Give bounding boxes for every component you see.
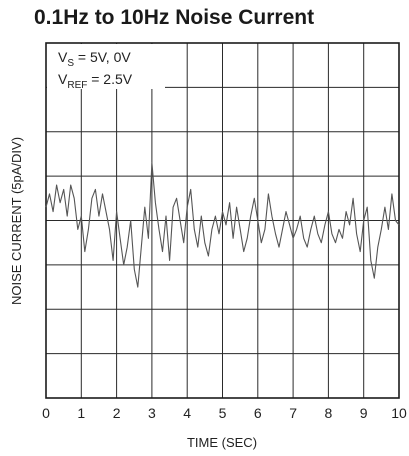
x-tick-label: 1 [77, 405, 85, 421]
annotation-value: = 2.5V [87, 71, 132, 87]
annotation-value: = 5V, 0V [74, 49, 131, 65]
x-tick-label: 8 [325, 405, 333, 421]
x-tick-label: 10 [391, 405, 407, 421]
series-layer [45, 162, 400, 288]
x-axis-label: TIME (SEC) [187, 435, 257, 450]
x-tick-label: 0 [42, 405, 50, 421]
annotation-background [47, 44, 165, 89]
x-tick-label: 6 [254, 405, 262, 421]
chart-title: 0.1Hz to 10Hz Noise Current [34, 6, 315, 29]
x-tick-label: 5 [219, 405, 227, 421]
x-tick-label: 3 [148, 405, 156, 421]
annotation-subscript: REF [67, 80, 87, 91]
noise-current-trace [45, 162, 400, 288]
x-tick-label: 2 [113, 405, 121, 421]
x-tick-label: 9 [360, 405, 368, 421]
annotation-label: VS = 5V, 0V [58, 49, 131, 69]
plot-frame [45, 42, 400, 399]
x-tick-label: 4 [183, 405, 191, 421]
x-tick-labels: 0 1 2 3 4 5 6 7 8 9 10 [42, 405, 407, 421]
annotation-label: VREF = 2.5V [58, 71, 133, 91]
grid-lines [45, 42, 400, 399]
x-tick-label: 7 [289, 405, 297, 421]
annotation-subscript: S [67, 58, 74, 69]
annotation-main: V [58, 71, 68, 87]
annotation-main: V [58, 49, 68, 65]
y-axis-label: NOISE CURRENT (5pA/DIV) [9, 137, 24, 305]
